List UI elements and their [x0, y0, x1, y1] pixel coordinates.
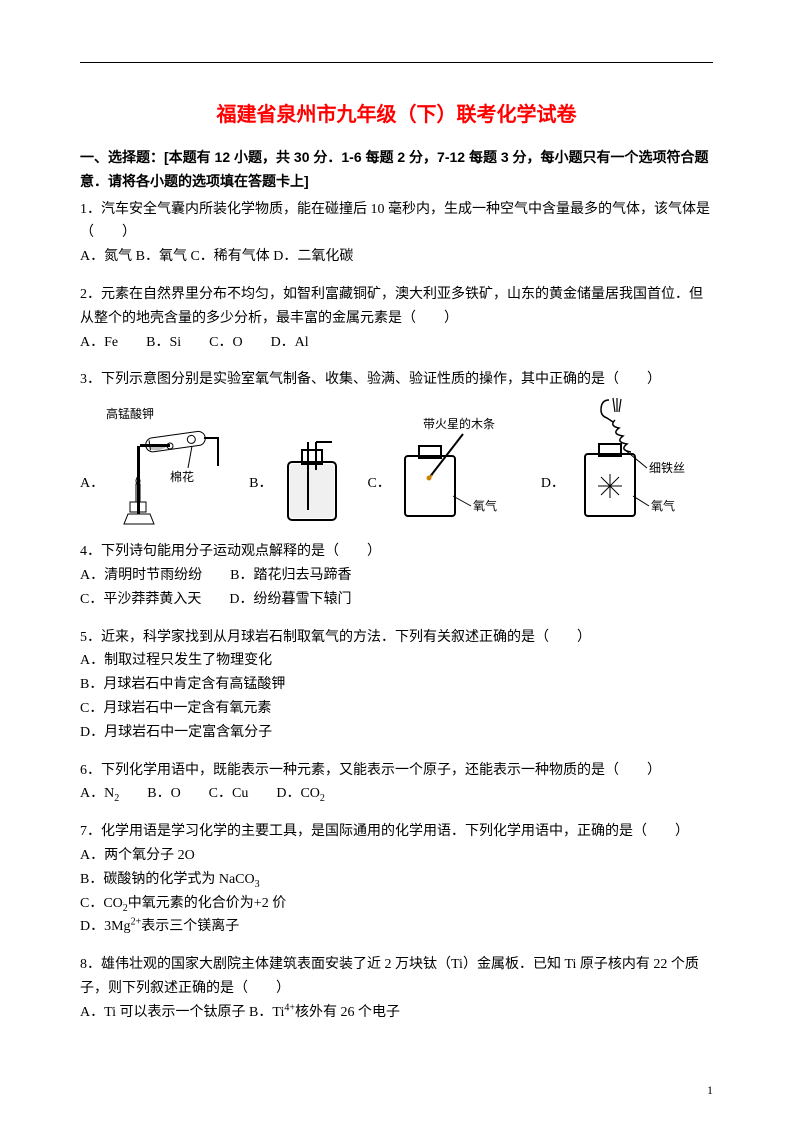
q4-stem: 4．下列诗句能用分子运动观点解释的是（ ）	[80, 540, 713, 564]
question-3: 3．下列示意图分别是实验室氧气制备、收集、验满、验证性质的操作，其中正确的是（ …	[80, 368, 713, 526]
question-8: 8．雄伟壮观的国家大剧院主体建筑表面安装了近 2 万块钛（Ti）金属板．已知 T…	[80, 953, 713, 1024]
svg-text:氧气: 氧气	[651, 498, 675, 513]
q3-label-c: C．	[367, 472, 390, 526]
q3-fig-a: 高锰酸钾	[106, 406, 231, 526]
apparatus-c-icon: 带火星的木条 氧气	[393, 416, 523, 526]
q4-options-line2: C．平沙莽莽黄入天 D．纷纷暮雪下辕门	[80, 588, 713, 612]
q3-stem: 3．下列示意图分别是实验室氧气制备、收集、验满、验证性质的操作，其中正确的是（ …	[80, 368, 713, 392]
section-1-heading: 一、选择题：[本题有 12 小题，共 30 分．1-6 每题 2 分，7-12 …	[80, 146, 713, 194]
q5-stem: 5．近来，科学家找到从月球岩石制取氧气的方法．下列有关叙述正确的是（ ）	[80, 626, 713, 650]
q1-options: A．氮气 B．氧气 C．稀有气体 D．二氧化碳	[80, 245, 713, 269]
q2-options: A．Fe B．Si C．O D．Al	[80, 331, 713, 355]
q2-stem: 2．元素在自然界里分布不均匀，如智利富藏铜矿，澳大利亚多铁矿，山东的黄金储量居我…	[80, 283, 713, 331]
apparatus-d-icon: 细铁丝 氧气	[567, 396, 697, 526]
question-4: 4．下列诗句能用分子运动观点解释的是（ ） A．清明时节雨纷纷 B．踏花归去马蹄…	[80, 540, 713, 611]
q4-options-line1: A．清明时节雨纷纷 B．踏花归去马蹄香	[80, 564, 713, 588]
q7-opt-c: C．CO2中氧元素的化合价为+2 价	[80, 892, 713, 916]
q5-opt-a: A．制取过程只发生了物理变化	[80, 649, 713, 673]
q3-fig-a-cell: A． 高锰酸钾	[80, 406, 231, 526]
q8-stem: 8．雄伟壮观的国家大剧院主体建筑表面安装了近 2 万块钛（Ti）金属板．已知 T…	[80, 953, 713, 1001]
q6-options: A．N2 B．O C．Cu D．CO2	[80, 782, 713, 806]
q3-label-d: D．	[541, 472, 565, 526]
q5-opt-d: D．月球岩石中一定富含氧分子	[80, 721, 713, 745]
q3-fig-b	[274, 436, 349, 526]
q6-stem: 6．下列化学用语中，既能表示一种元素，又能表示一个原子，还能表示一种物质的是（ …	[80, 759, 713, 783]
q7-opt-b: B．碳酸钠的化学式为 NaCO3	[80, 868, 713, 892]
svg-text:高锰酸钾: 高锰酸钾	[106, 406, 154, 421]
q3-fig-d-cell: D．	[541, 396, 697, 526]
q8-opt-ab: A．Ti 可以表示一个钛原子 B．Ti4+核外有 26 个电子	[80, 1001, 713, 1025]
q3-fig-c: 带火星的木条 氧气	[393, 416, 523, 526]
q3-fig-c-cell: C． 带火星的木条 氧气	[367, 416, 522, 526]
q7-opt-a: A．两个氧分子 2O	[80, 844, 713, 868]
q3-label-a: A．	[80, 472, 104, 526]
svg-text:细铁丝: 细铁丝	[649, 461, 685, 475]
page-number: 1	[707, 1080, 713, 1100]
apparatus-b-icon	[274, 436, 349, 526]
question-6: 6．下列化学用语中，既能表示一种元素，又能表示一个原子，还能表示一种物质的是（ …	[80, 759, 713, 807]
q5-opt-c: C．月球岩石中一定含有氧元素	[80, 697, 713, 721]
q1-stem: 1．汽车安全气囊内所装化学物质，能在碰撞后 10 毫秒内，生成一种空气中含量最多…	[80, 198, 713, 246]
q7-opt-d: D．3Mg2+表示三个镁离子	[80, 915, 713, 939]
question-7: 7．化学用语是学习化学的主要工具，是国际通用的化学用语．下列化学用语中，正确的是…	[80, 820, 713, 939]
apparatus-a-icon: 高锰酸钾	[106, 406, 231, 526]
exam-title: 福建省泉州市九年级（下）联考化学试卷	[80, 98, 713, 132]
q3-fig-b-cell: B．	[249, 436, 349, 526]
q7-stem: 7．化学用语是学习化学的主要工具，是国际通用的化学用语．下列化学用语中，正确的是…	[80, 820, 713, 844]
top-rule	[80, 62, 713, 63]
svg-text:氧气: 氧气	[473, 498, 497, 513]
question-2: 2．元素在自然界里分布不均匀，如智利富藏铜矿，澳大利亚多铁矿，山东的黄金储量居我…	[80, 283, 713, 354]
q5-opt-b: B．月球岩石中肯定含有高锰酸钾	[80, 673, 713, 697]
svg-text:带火星的木条: 带火星的木条	[423, 416, 495, 431]
q3-figures: A． 高锰酸钾	[80, 396, 713, 526]
svg-text:棉花: 棉花	[170, 469, 194, 484]
question-5: 5．近来，科学家找到从月球岩石制取氧气的方法．下列有关叙述正确的是（ ） A．制…	[80, 626, 713, 745]
q3-fig-d: 细铁丝 氧气	[567, 396, 697, 526]
question-1: 1．汽车安全气囊内所装化学物质，能在碰撞后 10 毫秒内，生成一种空气中含量最多…	[80, 198, 713, 269]
q3-label-b: B．	[249, 472, 272, 526]
